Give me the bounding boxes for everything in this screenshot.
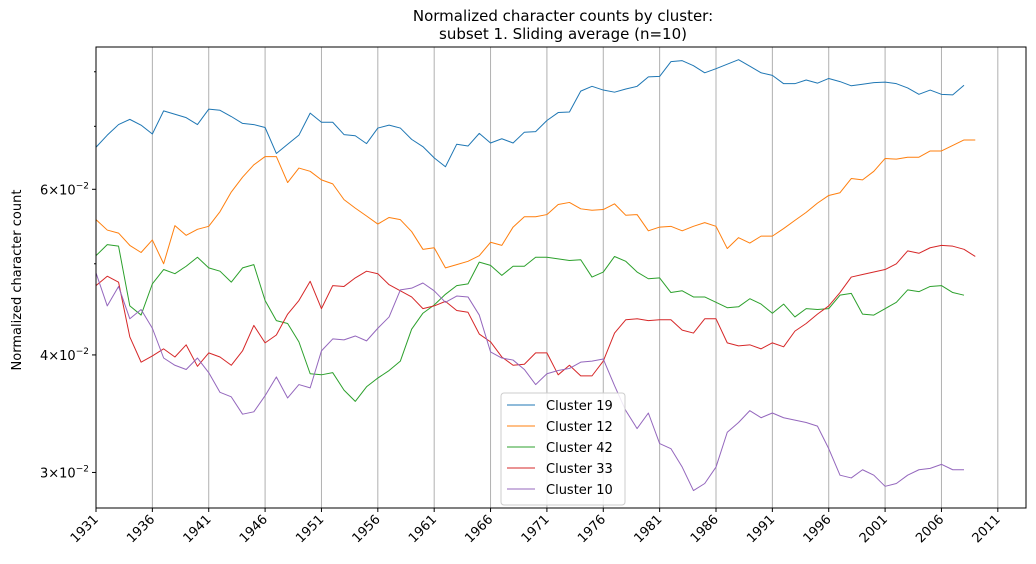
x-gridlines <box>95 47 999 508</box>
y-axis-label: Normalized character count <box>10 190 25 371</box>
x-tick-label: 1991 <box>744 512 778 546</box>
x-tick-label: 1946 <box>237 512 271 546</box>
x-tick-label: 1996 <box>801 512 835 546</box>
x-tick-label: 1976 <box>575 512 609 546</box>
x-tick-label: 2011 <box>970 512 1004 546</box>
plot-frame <box>95 46 1027 509</box>
x-tick-label: 2006 <box>913 512 947 546</box>
y-tick-label: 4×10−2 <box>40 347 89 364</box>
x-ticks: 1931 1936 1941 1946 1951 1956 1961 1966 1971 1976… <box>68 508 1004 546</box>
x-tick-label: 2001 <box>857 512 891 546</box>
legend-label: Cluster 19 <box>546 399 613 414</box>
legend-box <box>500 392 626 506</box>
x-tick-label: 1961 <box>406 512 440 546</box>
series-line-1 <box>95 59 965 168</box>
series-line-4 <box>95 244 976 377</box>
series-line-5 <box>95 272 964 492</box>
x-tick-label: 1986 <box>688 512 722 546</box>
legend-label: Cluster 12 <box>546 420 613 435</box>
x-tick-label: 1966 <box>462 512 496 546</box>
series-line-2 <box>95 139 976 269</box>
y-ticks: 6×10−2 4×10−2 3×10−2 <box>40 181 96 481</box>
x-tick-label: 1941 <box>181 512 215 546</box>
chart-title-line1: Normalized character counts by cluster: <box>413 7 713 25</box>
x-tick-label: 1971 <box>519 512 553 546</box>
x-tick-label: 1956 <box>350 512 384 546</box>
chart-title-line2: subset 1. Sliding average (n=10) <box>439 25 687 43</box>
legend-label: Cluster 33 <box>546 462 613 477</box>
x-tick-label: 1931 <box>68 512 102 546</box>
series-line-3 <box>95 244 965 402</box>
legend: Cluster 19 Cluster 12 Cluster 42 Cluster 33… <box>500 392 626 506</box>
x-tick-label: 1936 <box>124 512 158 546</box>
x-tick-label: 1981 <box>631 512 665 546</box>
legend-label: Cluster 42 <box>546 441 613 456</box>
x-tick-label: 1951 <box>293 512 327 546</box>
y-tick-label: 6×10−2 <box>40 181 89 198</box>
legend-label: Cluster 10 <box>546 483 613 498</box>
series-layer <box>95 59 976 492</box>
y-tick-label: 3×10−2 <box>40 464 89 481</box>
